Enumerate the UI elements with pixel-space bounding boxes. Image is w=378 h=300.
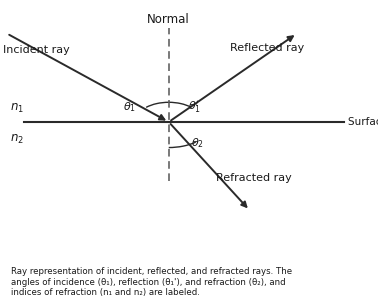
Text: Refracted ray: Refracted ray — [216, 173, 292, 183]
Text: Incident ray: Incident ray — [3, 45, 70, 55]
Text: $n_1$: $n_1$ — [10, 102, 24, 115]
Text: Ray representation of incident, reflected, and refracted rays. The
angles of inc: Ray representation of incident, reflecte… — [11, 267, 293, 297]
Text: Reflected ray: Reflected ray — [229, 43, 304, 53]
Text: $n_2$: $n_2$ — [10, 133, 24, 146]
Text: $\theta_1'$: $\theta_1'$ — [187, 99, 201, 115]
Text: Normal: Normal — [147, 13, 190, 26]
Text: $\theta_1$: $\theta_1$ — [124, 100, 136, 114]
Text: Surface boundary: Surface boundary — [348, 117, 378, 127]
Text: $\theta_2$: $\theta_2$ — [191, 136, 204, 149]
